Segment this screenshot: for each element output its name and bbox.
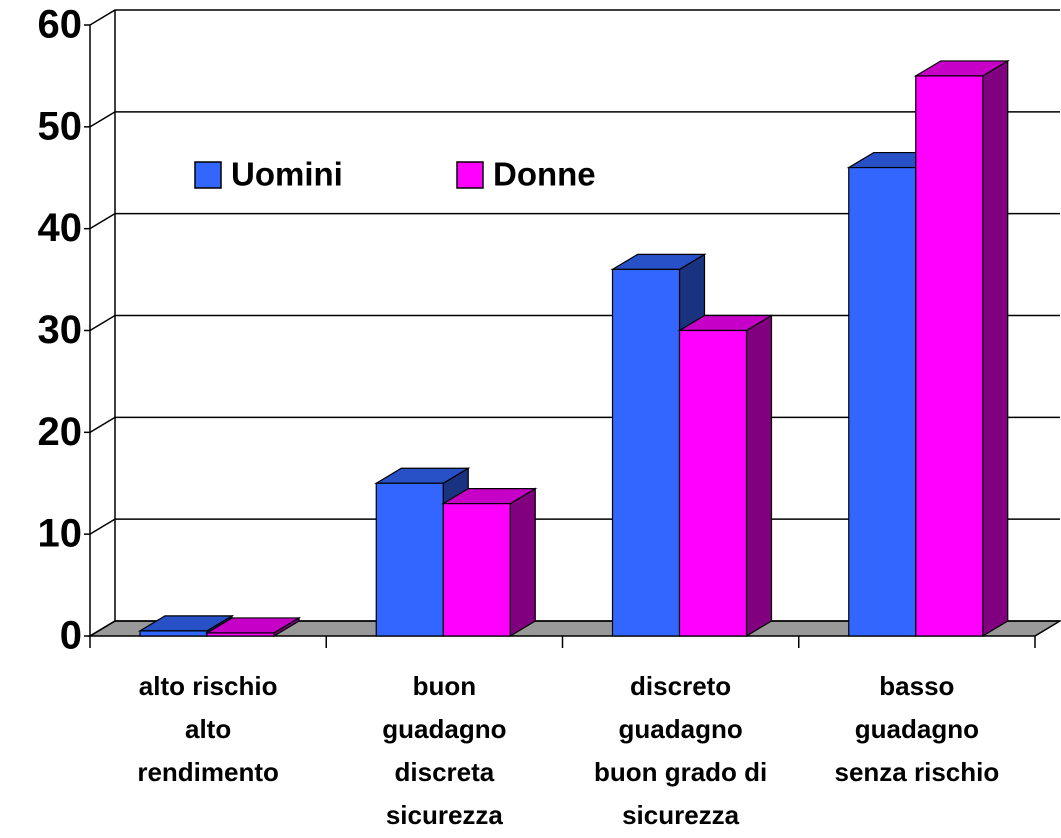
bar-side	[745, 314, 773, 638]
x-tick-label: alto rischio alto rendimento	[137, 671, 279, 787]
bar	[677, 314, 774, 638]
y-tick-label: 10	[38, 512, 83, 556]
y-tick-label: 20	[38, 410, 83, 454]
bar-side	[982, 59, 1009, 638]
bar	[913, 59, 1010, 638]
grid-line	[89, 9, 1060, 26]
bar	[204, 616, 302, 638]
legend-swatch	[194, 161, 222, 189]
legend-label: Uomini	[231, 156, 343, 193]
legend-swatch	[456, 161, 484, 189]
bar-front	[442, 503, 511, 637]
bar-front	[915, 75, 984, 637]
x-tick-label: discreto guadagno buon grado di sicurezza	[594, 671, 767, 830]
bar-front	[611, 268, 681, 637]
y-tick-label: 40	[38, 206, 83, 250]
bar-side	[509, 487, 536, 638]
bar-front	[848, 166, 917, 637]
bar-front	[139, 630, 208, 637]
bar-front	[678, 329, 748, 637]
y-tick-label: 50	[38, 104, 83, 148]
grid-line	[89, 111, 1060, 128]
y-tick-label: 60	[38, 3, 83, 47]
bar	[441, 487, 538, 638]
legend-label: Donne	[493, 156, 596, 193]
bar-front	[206, 632, 275, 637]
x-tick-label: basso guadagno senza rischio	[835, 671, 1000, 787]
x-tick-label: buon guadagno discreta sicurezza	[382, 671, 506, 830]
bar-front	[375, 482, 444, 637]
y-tick-label: 30	[38, 308, 83, 352]
y-tick-label: 0	[60, 614, 82, 658]
grid-line	[89, 212, 1060, 230]
